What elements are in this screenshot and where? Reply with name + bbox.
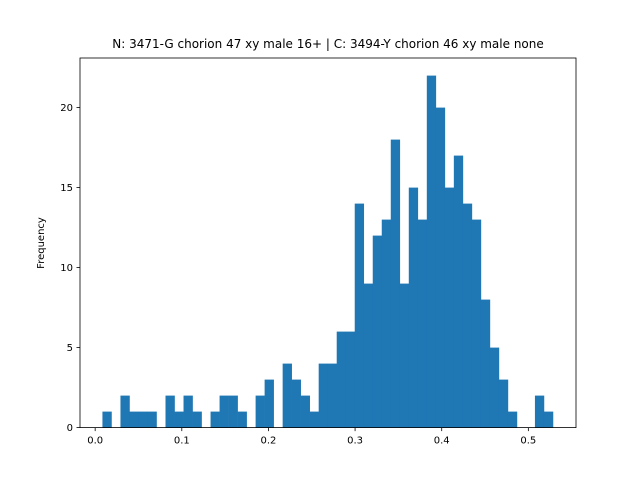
x-tick-label: 0.4 — [434, 436, 450, 447]
histogram-bar — [489, 347, 500, 428]
histogram-bar — [399, 283, 410, 428]
histogram-bar — [381, 219, 392, 428]
histogram-bar — [372, 235, 383, 428]
histogram-bar — [354, 203, 365, 428]
histogram-bar — [210, 411, 220, 428]
histogram-bar — [462, 203, 473, 428]
histogram-bar — [120, 395, 130, 428]
x-tick-label: 0.5 — [520, 436, 536, 447]
histogram-bar — [129, 411, 139, 428]
x-tick-label: 0.2 — [260, 436, 276, 447]
histogram-bar — [282, 363, 292, 428]
plot-area-frame — [79, 57, 577, 429]
y-tick-label: 15 — [60, 183, 73, 194]
histogram-bar — [435, 107, 446, 428]
histogram-bar — [336, 331, 347, 428]
histogram-bar — [345, 331, 356, 428]
chart-title: N: 3471-G chorion 47 xy male 16+ | C: 34… — [112, 37, 544, 51]
histogram-bar — [237, 411, 247, 428]
y-axis-label: Frequency — [36, 217, 47, 269]
bar-group — [102, 75, 554, 428]
histogram-bar — [183, 395, 193, 428]
histogram-bar — [480, 299, 491, 428]
histogram-bar — [219, 395, 229, 428]
histogram-bar — [543, 411, 554, 428]
histogram-bar — [318, 363, 328, 428]
histogram-bar — [363, 283, 374, 428]
histogram-bar — [138, 411, 148, 428]
histogram-bar — [471, 219, 482, 428]
histogram-bar — [309, 411, 319, 428]
histogram-bar — [165, 395, 175, 428]
histogram-bar — [291, 379, 301, 428]
histogram-bar — [534, 395, 545, 428]
histogram-bar — [453, 155, 464, 428]
histogram-bar — [417, 219, 428, 428]
histogram-bar — [255, 395, 265, 428]
histogram-bar — [444, 187, 455, 428]
histogram-bar — [498, 379, 509, 428]
histogram-bar — [300, 395, 310, 428]
y-tick-label: 5 — [67, 343, 73, 354]
y-tick-label: 20 — [60, 103, 73, 114]
x-tick-label: 0.1 — [174, 436, 190, 447]
histogram-bar — [192, 411, 202, 428]
y-tick-label: 0 — [67, 423, 73, 434]
y-axis: 0 5 10 15 20 — [60, 103, 80, 434]
x-axis: 0.0 0.1 0.2 0.3 0.4 0.5 — [87, 427, 536, 447]
histogram-bar — [102, 411, 112, 428]
histogram-bar — [228, 395, 238, 428]
y-tick-label: 10 — [60, 263, 73, 274]
histogram-bar — [390, 139, 401, 428]
histogram-bar — [327, 363, 338, 428]
histogram-bar — [147, 411, 157, 428]
histogram-bar — [174, 411, 184, 428]
histogram-bar — [426, 75, 437, 428]
histogram-bar — [507, 411, 518, 428]
x-tick-label: 0.0 — [87, 436, 103, 447]
histogram-bar — [408, 187, 419, 428]
histogram-bar — [264, 379, 274, 428]
x-tick-label: 0.3 — [347, 436, 363, 447]
